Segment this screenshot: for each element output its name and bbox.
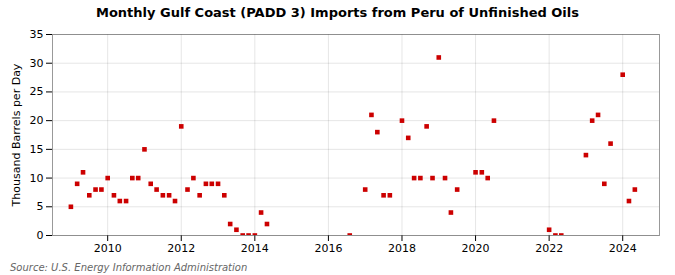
svg-text:2020: 2020 [462,242,490,255]
svg-text:Thousand Barrels per Day: Thousand Barrels per Day [10,63,23,207]
svg-text:15: 15 [30,143,44,156]
svg-text:20: 20 [30,114,44,127]
svg-text:25: 25 [30,85,44,98]
svg-text:2024: 2024 [609,242,637,255]
svg-text:2022: 2022 [535,242,563,255]
html-text:Source: U.S. Energy Informatio: Source: U.S. Energy Information Administ… [10,262,248,273]
svg-text:2010: 2010 [94,242,122,255]
svg-text:0: 0 [37,229,44,242]
svg-text:2012: 2012 [167,242,195,255]
html-text:Monthly Gulf Coast (PADD 3) Im: Monthly Gulf Coast (PADD 3) Imports from… [96,5,579,20]
svg-text:35: 35 [30,28,44,41]
svg-text:2018: 2018 [388,242,416,255]
svg-text:30: 30 [30,57,44,70]
svg-text:10: 10 [30,172,44,185]
svg-text:2014: 2014 [241,242,269,255]
svg-text:2016: 2016 [314,242,342,255]
svg-text:5: 5 [37,200,44,213]
